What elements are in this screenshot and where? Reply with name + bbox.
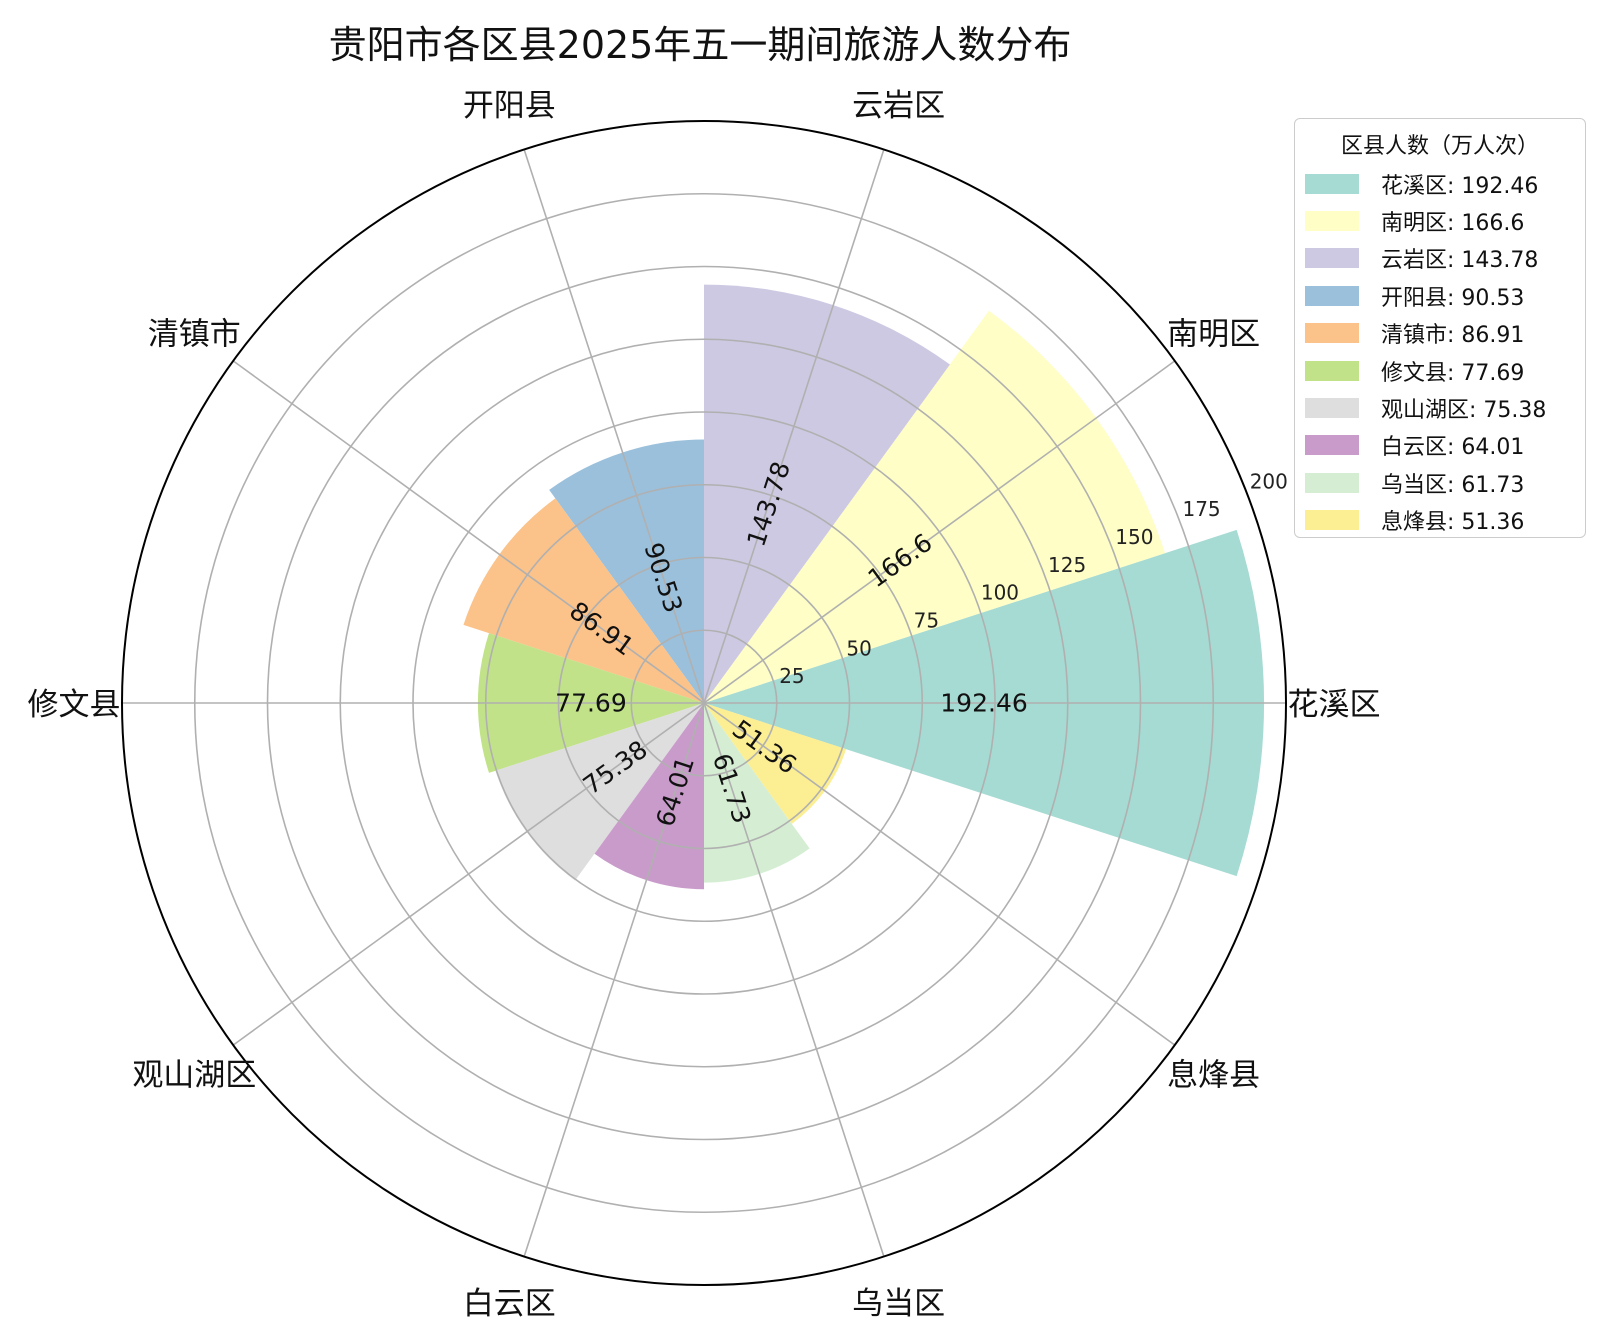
legend-label: 修文县: 77.69	[1381, 360, 1525, 386]
category-label: 南明区	[1167, 317, 1260, 353]
r-tick-label: 150	[1115, 525, 1153, 549]
r-tick-label: 200	[1250, 469, 1288, 493]
category-label: 花溪区	[1288, 687, 1381, 723]
value-label: 192.46	[940, 689, 1027, 718]
angular-gridline	[523, 149, 705, 704]
r-tick-label: 75	[914, 608, 939, 632]
legend-swatch	[1305, 360, 1359, 381]
legend-label: 云岩区: 143.78	[1381, 248, 1539, 274]
legend-item: 清镇市: 86.91	[1295, 315, 1585, 352]
bar-白云区	[594, 703, 704, 890]
legend-label: 观山湖区: 75.38	[1381, 398, 1547, 424]
angular-gridline	[703, 702, 885, 1257]
legend-item: 花溪区: 192.46	[1295, 165, 1585, 202]
category-label: 云岩区	[852, 88, 945, 124]
category-label: 清镇市	[148, 317, 241, 353]
legend-swatch	[1305, 472, 1359, 493]
legend-label: 白云区: 64.01	[1381, 435, 1525, 461]
bar-息烽县	[704, 703, 847, 824]
legend-swatch	[1305, 211, 1359, 232]
legend-label: 息烽县: 51.36	[1381, 510, 1525, 536]
legend-swatch	[1305, 323, 1359, 344]
value-label: 77.69	[555, 689, 627, 718]
r-tick-label: 125	[1048, 553, 1086, 577]
category-label: 息烽县	[1167, 1057, 1260, 1093]
bar-开阳县	[549, 439, 704, 703]
legend-item: 南明区: 166.6	[1295, 202, 1585, 239]
legend-item: 白云区: 64.01	[1295, 427, 1585, 464]
r-tick-label: 25	[779, 664, 804, 688]
legend-swatch	[1305, 285, 1359, 306]
legend-item: 观山湖区: 75.38	[1295, 389, 1585, 426]
legend-swatch	[1305, 398, 1359, 419]
legend-items: 花溪区: 192.46 南明区: 166.6 云岩区: 143.78 开阳县: 90.…	[1295, 165, 1585, 539]
r-tick-label: 100	[981, 581, 1019, 605]
angular-gridline	[523, 702, 705, 1257]
legend-swatch	[1305, 435, 1359, 456]
grid-layer	[122, 149, 1286, 1257]
angular-gridline	[232, 702, 705, 1046]
category-label: 乌当区	[852, 1286, 945, 1322]
legend-item: 息烽县: 51.36	[1295, 502, 1585, 539]
legend-label: 乌当区: 61.73	[1381, 472, 1525, 498]
legend-item: 开阳县: 90.53	[1295, 277, 1585, 314]
legend: 区县人数（万人次） 花溪区: 192.46 南明区: 166.6 云岩区: 143.…	[1294, 118, 1586, 538]
chart-title: 贵阳市各区县2025年五一期间旅游人数分布	[328, 23, 1072, 67]
outer-ring	[121, 120, 1287, 1286]
legend-label: 开阳县: 90.53	[1381, 285, 1525, 311]
category-label: 开阳县	[463, 88, 556, 124]
bar-乌当区	[704, 703, 810, 883]
r-tick-label: 175	[1182, 497, 1220, 521]
angular-gridline	[703, 360, 1176, 704]
angular-gridline	[232, 360, 705, 704]
angular-gridline	[703, 702, 1176, 1046]
legend-title: 区县人数（万人次）	[1340, 134, 1539, 159]
legend-swatch	[1305, 510, 1359, 531]
category-label: 修文县	[28, 687, 121, 723]
legend-item: 云岩区: 143.78	[1295, 240, 1585, 277]
legend-item: 乌当区: 61.73	[1295, 464, 1585, 501]
legend-swatch	[1305, 248, 1359, 269]
legend-item: 修文县: 77.69	[1295, 352, 1585, 389]
legend-label: 清镇市: 86.91	[1381, 323, 1525, 349]
r-tick-label: 50	[846, 636, 871, 660]
bar-观山湖区	[495, 703, 704, 881]
legend-label: 南明区: 166.6	[1381, 211, 1525, 237]
legend-swatch	[1305, 173, 1359, 194]
bar-南明区	[704, 310, 1166, 703]
angular-gridline	[703, 149, 885, 704]
category-label: 观山湖区	[132, 1057, 256, 1093]
category-label: 白云区	[463, 1286, 556, 1322]
legend-label: 花溪区: 192.46	[1381, 173, 1539, 199]
bar-清镇市	[463, 498, 704, 703]
